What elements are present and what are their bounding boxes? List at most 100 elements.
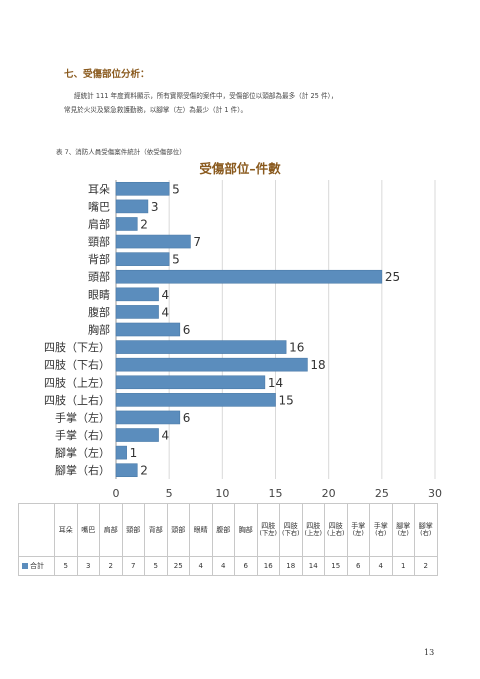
category-label: 腳掌（右） xyxy=(55,463,110,477)
x-tick-label: 5 xyxy=(166,487,173,500)
chart-labels: 0 5 10 15 20 25 30 耳朵 5 嘴巴 3 肩部 2 頸部 7 背部 5 頭部 25 眼睛 4 腹部 4 胸部 6… xyxy=(44,182,442,500)
bar xyxy=(115,287,159,302)
data-label: 6 xyxy=(183,323,191,337)
table-value-cell: 6 xyxy=(346,556,370,576)
table-header-subtext: (上右) xyxy=(326,530,345,538)
x-tick-label: 30 xyxy=(428,487,442,500)
paragraph-line-2: 常見於火災及緊急救護勤務，以腳掌（左）為最少（計 1 件）。 xyxy=(64,106,248,114)
data-label: 25 xyxy=(385,270,400,284)
table-header-text: 四肢 xyxy=(328,522,343,531)
table-row-label: 合計 xyxy=(18,556,55,576)
table-header-cell: 四肢 (上右) xyxy=(324,503,348,557)
table-header-cell: 眼睛 xyxy=(189,503,213,557)
table-value-row: 合計 5 3 2 7 5 25 4 4 6 16 18 14 15 6 4 1 2 xyxy=(18,556,438,576)
bar xyxy=(115,357,308,372)
table-header-text: 耳朵 xyxy=(58,525,73,534)
table-header-text: 四肢 xyxy=(306,522,321,531)
table-value-cell: 3 xyxy=(76,556,100,576)
table-header-cell: 耳朵 xyxy=(54,503,78,557)
bar xyxy=(115,252,170,266)
table-header-subtext: (下右) xyxy=(281,530,300,538)
data-label: 5 xyxy=(172,253,180,267)
table-value-cell: 18 xyxy=(279,556,303,576)
table-header-text: 嘴巴 xyxy=(81,525,96,534)
table-header-cell: 腹部 xyxy=(211,503,235,557)
data-label: 14 xyxy=(268,376,283,390)
data-label: 7 xyxy=(193,235,201,249)
table-value-cell: 25 xyxy=(166,556,190,576)
x-tick-label: 15 xyxy=(269,487,283,500)
category-label: 四肢（上右） xyxy=(44,393,110,407)
table-header-text: 腳掌 xyxy=(396,522,411,531)
table-value-cell: 16 xyxy=(256,556,280,576)
table-header-cell: 胸部 xyxy=(234,503,258,557)
table-header-cell: 頭部 xyxy=(166,503,190,557)
x-tick-label: 20 xyxy=(322,487,336,500)
table-header-cell: 手掌 (右) xyxy=(369,503,393,557)
data-label: 5 xyxy=(172,182,180,196)
table-header-text: 腹部 xyxy=(216,525,231,534)
table-header-subtext: (左) xyxy=(397,530,409,538)
bar xyxy=(115,393,276,407)
category-label: 四肢（下右） xyxy=(44,358,110,372)
category-label: 四肢（下左） xyxy=(44,340,110,354)
paragraph-line-1: 經統計 111 年度資料顯示，所有實際受傷的案件中，受傷部位以頭部為最多（計 2… xyxy=(74,92,338,100)
bar xyxy=(115,217,138,231)
table-header-text: 腳掌 xyxy=(418,522,433,531)
table-value-cell: 4 xyxy=(189,556,213,576)
table-value-cell: 5 xyxy=(144,556,168,576)
category-label: 耳朵 xyxy=(88,183,110,196)
data-label: 2 xyxy=(140,464,148,478)
table-caption: 表 7、消防人員受傷案件統計（依受傷部位） xyxy=(56,148,186,156)
bar xyxy=(115,410,181,425)
table-header-cell: 肩部 xyxy=(99,503,123,557)
category-label: 腹部 xyxy=(88,305,110,319)
bar xyxy=(115,445,127,460)
chart-bars xyxy=(115,181,383,478)
table-header-text: 手掌 xyxy=(373,522,388,531)
table-header-row: 耳朵 嘴巴 肩部 頸部 背部 頭部 眼睛 腹部 胸部 四肢 (下左) 四肢 (下右) 四肢 (上左) 四肢 (上… xyxy=(18,503,438,557)
table-value-cell: 1 xyxy=(391,556,415,576)
table-value-cell: 15 xyxy=(324,556,348,576)
data-label: 6 xyxy=(183,411,191,425)
table-header-text: 手掌 xyxy=(351,522,366,531)
table-header-text: 四肢 xyxy=(283,522,298,531)
data-label: 4 xyxy=(162,305,170,319)
bar xyxy=(115,234,191,249)
table-header-subtext: (右) xyxy=(420,530,432,538)
category-label: 嘴巴 xyxy=(88,200,110,213)
bar xyxy=(115,269,383,284)
table-header-subtext: (右) xyxy=(375,530,387,538)
bar xyxy=(115,199,149,214)
legend-key-icon xyxy=(22,563,28,569)
category-label: 手掌（左） xyxy=(55,410,110,424)
x-tick-label: 25 xyxy=(375,487,389,500)
table-corner-cell xyxy=(18,503,55,557)
table-value-cell: 2 xyxy=(99,556,123,576)
data-label: 4 xyxy=(162,288,170,302)
bar xyxy=(115,375,266,390)
table-value-cell: 5 xyxy=(54,556,78,576)
category-label: 眼睛 xyxy=(88,288,110,301)
table-value-cell: 7 xyxy=(121,556,145,576)
table-row-label-text: 合計 xyxy=(30,562,44,570)
table-header-text: 胸部 xyxy=(238,525,253,534)
data-label: 2 xyxy=(140,217,148,231)
table-header-cell: 四肢 (下左) xyxy=(256,503,280,557)
table-value-cell: 6 xyxy=(234,556,258,576)
data-label: 16 xyxy=(289,341,304,355)
bar xyxy=(115,340,287,354)
x-tick-label: 0 xyxy=(113,487,120,500)
data-label: 15 xyxy=(279,393,294,407)
bar xyxy=(115,305,159,319)
x-tick-label: 10 xyxy=(215,487,229,500)
table-header-text: 肩部 xyxy=(103,525,118,534)
category-label: 頸部 xyxy=(88,235,110,249)
bar xyxy=(115,181,170,196)
table-header-cell: 腳掌 (右) xyxy=(414,503,438,557)
page-number: 13 xyxy=(424,648,435,657)
category-label: 四肢（上左） xyxy=(44,375,110,389)
table-header-cell: 四肢 (上左) xyxy=(301,503,325,557)
table-header-text: 眼睛 xyxy=(193,525,208,534)
category-label: 腳掌（左） xyxy=(55,446,110,460)
